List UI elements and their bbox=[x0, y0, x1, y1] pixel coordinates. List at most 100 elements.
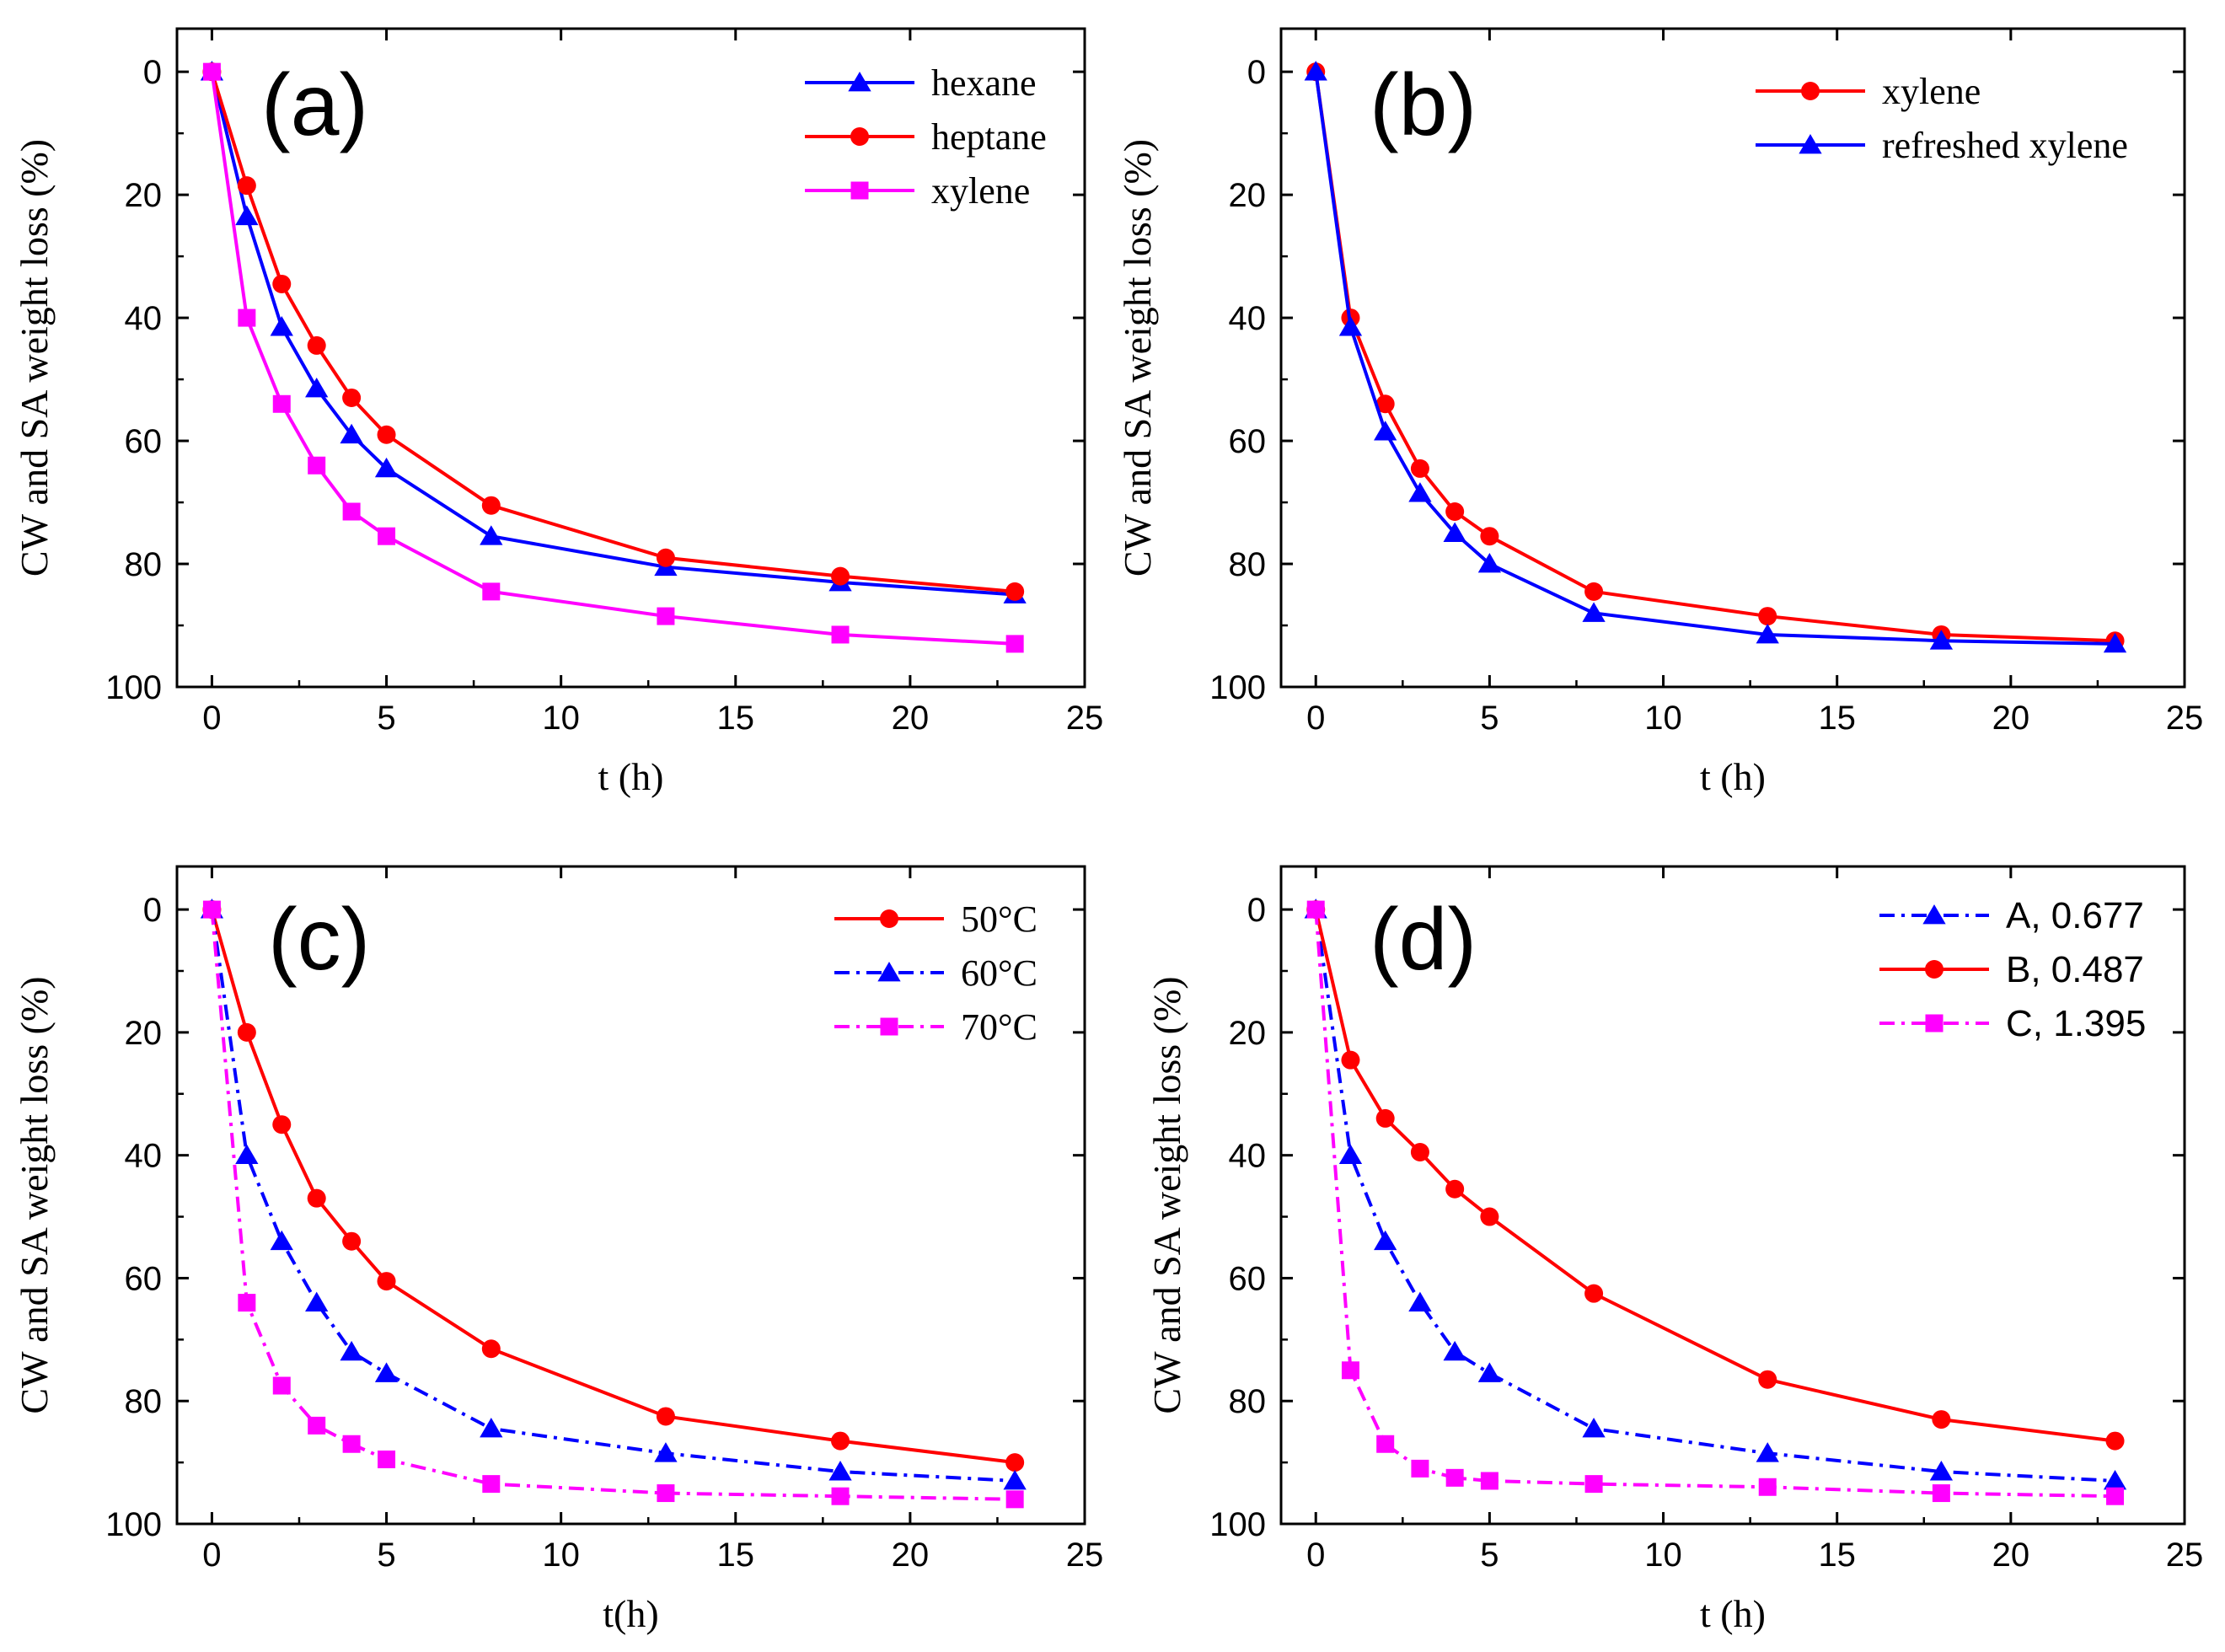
x-axis-title: t(h) bbox=[603, 1592, 658, 1635]
plot-frame bbox=[175, 27, 1086, 689]
series-line-b-0-487 bbox=[1314, 909, 2115, 1443]
series-line-60-c bbox=[210, 909, 1016, 1483]
chart-panel-2: 0 5 10 15 20 25 0 20 40 60 80 100 t(h) CW and SA weig… bbox=[13, 865, 1103, 1635]
data-point bbox=[2103, 1469, 2127, 1490]
x-tick-label: 25 bbox=[2166, 700, 2204, 737]
y-tick-label: 60 bbox=[1229, 1260, 1267, 1297]
data-point bbox=[340, 423, 363, 444]
data-point bbox=[202, 900, 221, 919]
y-tick-label: 40 bbox=[1229, 1138, 1267, 1175]
data-point bbox=[1376, 1435, 1395, 1453]
y-tick-label: 80 bbox=[1229, 546, 1267, 583]
legend-label: B, 0.487 bbox=[2006, 949, 2144, 990]
legend-label: C, 1.395 bbox=[2006, 1003, 2146, 1044]
data-point bbox=[1932, 1410, 1951, 1429]
y-tick-label: 100 bbox=[1209, 669, 1266, 706]
series-line-xylene bbox=[1314, 71, 2115, 643]
panel-label: (c) bbox=[268, 891, 370, 989]
data-point bbox=[1410, 1143, 1429, 1162]
data-point bbox=[1341, 1050, 1360, 1070]
y-tick-label: 60 bbox=[125, 423, 163, 460]
y-tick-label: 20 bbox=[125, 177, 163, 214]
x-tick-label: 5 bbox=[1480, 1537, 1499, 1574]
legend-marker bbox=[1925, 1014, 1944, 1032]
data-point bbox=[654, 1442, 678, 1462]
data-point bbox=[1003, 1469, 1027, 1490]
data-point bbox=[1480, 1472, 1499, 1490]
y-tick-label: 80 bbox=[1229, 1383, 1267, 1420]
x-axis-title: t (h) bbox=[1700, 1592, 1766, 1635]
x-tick-label: 20 bbox=[892, 700, 930, 737]
data-point bbox=[1443, 522, 1466, 542]
x-tick-label: 20 bbox=[1992, 700, 2030, 737]
data-point bbox=[272, 274, 292, 293]
legend-marker bbox=[880, 1017, 898, 1036]
data-point bbox=[1929, 630, 1954, 650]
data-point bbox=[1005, 582, 1025, 601]
legend-label: refreshed xylene bbox=[1882, 125, 2128, 166]
data-point bbox=[342, 1435, 361, 1453]
data-point bbox=[1443, 1340, 1466, 1361]
y-tick-label: 40 bbox=[125, 1138, 163, 1175]
data-point bbox=[374, 457, 399, 478]
legend-label: hexane bbox=[931, 62, 1037, 104]
x-tick-label: 15 bbox=[717, 700, 755, 737]
plot-frame bbox=[175, 865, 1086, 1526]
legend-label: A, 0.677 bbox=[2006, 895, 2144, 936]
data-point bbox=[657, 1484, 675, 1503]
legend-label: 60°C bbox=[961, 952, 1037, 994]
y-tick-label: 60 bbox=[1229, 423, 1267, 460]
data-point bbox=[1306, 900, 1325, 919]
legend-marker bbox=[1799, 134, 1822, 154]
data-point bbox=[377, 425, 396, 444]
x-tick-label: 10 bbox=[542, 700, 580, 737]
data-point bbox=[270, 316, 293, 336]
data-point bbox=[1932, 1484, 1950, 1503]
data-point bbox=[481, 496, 501, 515]
x-tick-label: 15 bbox=[717, 1537, 755, 1574]
y-tick-label: 100 bbox=[105, 1506, 162, 1543]
data-point bbox=[1375, 1108, 1395, 1128]
data-point bbox=[2106, 1487, 2125, 1505]
data-point bbox=[1005, 1453, 1025, 1472]
data-point bbox=[377, 1272, 396, 1291]
x-tick-label: 5 bbox=[377, 700, 395, 737]
x-tick-label: 10 bbox=[1644, 700, 1682, 737]
data-point bbox=[1374, 1230, 1397, 1251]
data-point bbox=[378, 1450, 396, 1468]
data-point bbox=[656, 548, 675, 567]
data-point bbox=[270, 1230, 293, 1251]
x-tick-label: 0 bbox=[1306, 700, 1325, 737]
y-tick-label: 0 bbox=[1247, 892, 1266, 929]
y-tick-label: 80 bbox=[125, 546, 163, 583]
x-tick-label: 10 bbox=[1644, 1537, 1682, 1574]
data-point bbox=[340, 1340, 363, 1361]
x-tick-label: 15 bbox=[1818, 700, 1856, 737]
data-point bbox=[305, 1291, 329, 1311]
data-point bbox=[831, 1487, 850, 1505]
chart-panel-3: 0 5 10 15 20 25 0 20 40 60 80 100 t (h) CW and SA wei… bbox=[1145, 865, 2203, 1635]
data-point bbox=[480, 525, 503, 545]
data-point bbox=[305, 378, 329, 398]
y-tick-label: 40 bbox=[125, 300, 163, 337]
series-line-refreshed-xylene bbox=[1314, 71, 2115, 646]
legend-marker bbox=[1925, 960, 1944, 979]
data-point bbox=[1756, 623, 1779, 644]
legend-label: xylene bbox=[931, 170, 1030, 212]
data-point bbox=[831, 566, 850, 586]
y-axis-title: CW and SA weight loss (%) bbox=[13, 139, 56, 577]
y-tick-label: 20 bbox=[1229, 1015, 1267, 1052]
data-point bbox=[1582, 1418, 1606, 1438]
x-tick-label: 20 bbox=[1992, 1537, 2030, 1574]
data-point bbox=[1756, 1442, 1779, 1462]
legend-marker bbox=[850, 127, 869, 146]
data-point bbox=[1304, 61, 1327, 81]
data-point bbox=[1411, 1459, 1429, 1478]
panel-label: (d) bbox=[1370, 891, 1477, 989]
data-point bbox=[235, 205, 259, 226]
data-point bbox=[1480, 1207, 1499, 1226]
data-point bbox=[378, 527, 396, 545]
data-point bbox=[272, 394, 291, 413]
data-point bbox=[237, 176, 256, 196]
